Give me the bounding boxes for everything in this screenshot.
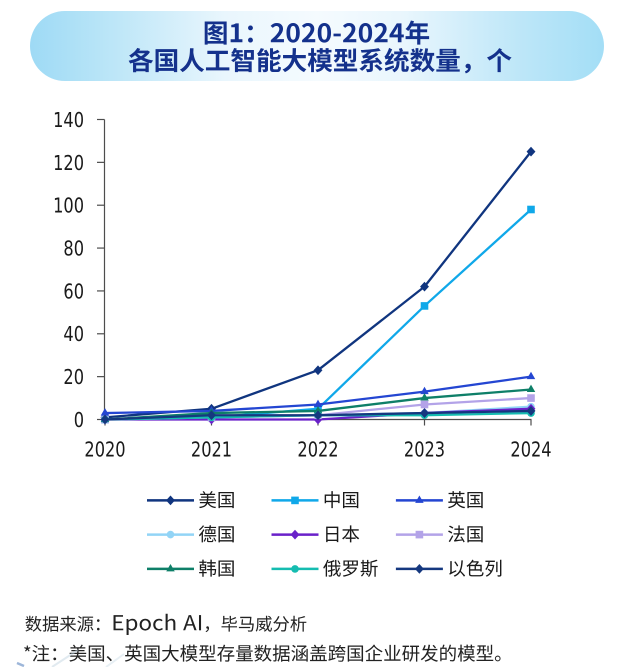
legend-label (449, 559, 502, 577)
legend-item (147, 495, 194, 506)
y-tick-label: 140 (53, 108, 84, 132)
legend-item (395, 530, 443, 539)
x-tick-label: 2022 (297, 438, 338, 462)
series-marker-6 (313, 406, 323, 414)
legend-item (395, 495, 443, 503)
y-tick-label: 0 (74, 408, 84, 432)
series-marker-8 (526, 406, 536, 416)
series-marker-8 (420, 408, 429, 418)
legend-sample-marker (166, 564, 175, 572)
y-tick-label: 100 (53, 194, 84, 218)
series-marker-2 (526, 371, 536, 380)
y-tick-label: 20 (63, 365, 84, 389)
legend-sample-marker (415, 495, 424, 503)
series-marker-2 (100, 408, 110, 416)
series-marker-0 (420, 281, 429, 292)
x-tick-label: 2023 (404, 438, 445, 462)
legend-item (147, 564, 194, 572)
series-marker-5 (420, 400, 429, 409)
figure-title-banner (30, 11, 604, 81)
legend-sample-marker (166, 495, 175, 506)
series-marker-6 (420, 393, 429, 401)
series-marker-0 (313, 365, 323, 376)
legend-sample-marker (291, 496, 299, 505)
series-marker-8 (207, 410, 216, 421)
x-tick-label: 2021 (191, 438, 232, 462)
legend-label (326, 525, 360, 543)
x-tick-label: 2020 (84, 438, 125, 462)
legend-label (448, 525, 483, 543)
y-tick-label: 120 (53, 151, 84, 175)
legend-label (324, 491, 359, 509)
legend-sample-marker (166, 530, 175, 539)
y-tick-label: 60 (63, 279, 84, 303)
legend-label (199, 491, 234, 509)
legend-item (271, 529, 319, 540)
series-marker-2 (420, 386, 429, 395)
x-tick-label: 2024 (510, 438, 551, 462)
legend-sample-marker (415, 530, 424, 539)
series-marker-0 (526, 146, 536, 157)
legend-item (271, 565, 319, 573)
series-marker-6 (526, 384, 536, 392)
series-marker-8 (100, 414, 110, 425)
legend-sample-marker (291, 565, 299, 573)
legend-item (147, 530, 194, 539)
legend-label (323, 559, 378, 577)
legend-label (198, 525, 234, 543)
series-marker-1 (420, 302, 429, 310)
y-tick-label: 40 (63, 322, 84, 346)
series-marker-2 (313, 399, 323, 407)
legend-sample-marker (290, 529, 300, 540)
legend-label (199, 559, 234, 577)
series-marker-5 (527, 394, 535, 402)
series-marker-1 (527, 205, 535, 214)
legend-item (395, 564, 443, 574)
series-marker-8 (313, 410, 323, 421)
legend-sample-marker (414, 564, 424, 574)
legend-label (448, 491, 483, 509)
y-tick-label: 80 (63, 236, 84, 260)
legend-item (271, 496, 319, 505)
